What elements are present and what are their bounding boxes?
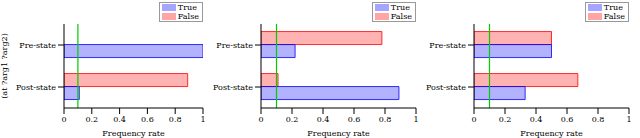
svg-text:0: 0 bbox=[258, 115, 263, 124]
svg-text:0.8: 0.8 bbox=[379, 115, 392, 124]
svg-text:0: 0 bbox=[61, 115, 66, 124]
svg-text:0.4: 0.4 bbox=[317, 115, 330, 124]
svg-text:Frequency rate: Frequency rate bbox=[102, 129, 165, 138]
svg-text:0.6: 0.6 bbox=[348, 115, 361, 124]
svg-text:0.6: 0.6 bbox=[141, 115, 154, 124]
svg-text:0.2: 0.2 bbox=[286, 115, 299, 124]
svg-text:1: 1 bbox=[200, 115, 205, 124]
html-text:True: True bbox=[603, 3, 623, 12]
html-text:True: True bbox=[177, 3, 197, 12]
svg-text:Post-state: Post-state bbox=[426, 83, 466, 92]
svg-text:Frequency rate: Frequency rate bbox=[520, 129, 583, 138]
svg-text:Frequency rate: Frequency rate bbox=[307, 129, 370, 138]
svg-text:0.4: 0.4 bbox=[530, 115, 543, 124]
svg-text:Pre-state: Pre-state bbox=[19, 41, 56, 50]
svg-text:0: 0 bbox=[471, 115, 476, 124]
svg-text:1: 1 bbox=[626, 115, 631, 124]
svg-text:Pre-state: Pre-state bbox=[216, 41, 253, 50]
html-text:False: False bbox=[390, 12, 412, 21]
svg-text:Post-state: Post-state bbox=[213, 83, 253, 92]
svg-text:0.2: 0.2 bbox=[499, 115, 512, 124]
svg-text:Post-state: Post-state bbox=[16, 83, 56, 92]
html-text:True: True bbox=[390, 3, 410, 12]
svg-text:0.8: 0.8 bbox=[592, 115, 605, 124]
svg-text:1: 1 bbox=[413, 115, 418, 124]
html-text:False: False bbox=[177, 12, 199, 21]
svg-text:(at ?arg1 ?arg2): (at ?arg1 ?arg2) bbox=[8, 33, 9, 99]
html-text:False: False bbox=[603, 12, 625, 21]
svg-text:Pre-state: Pre-state bbox=[429, 41, 466, 50]
svg-text:0.4: 0.4 bbox=[113, 115, 126, 124]
svg-text:0.2: 0.2 bbox=[85, 115, 98, 124]
svg-text:0.8: 0.8 bbox=[169, 115, 182, 124]
svg-text:0.6: 0.6 bbox=[561, 115, 574, 124]
